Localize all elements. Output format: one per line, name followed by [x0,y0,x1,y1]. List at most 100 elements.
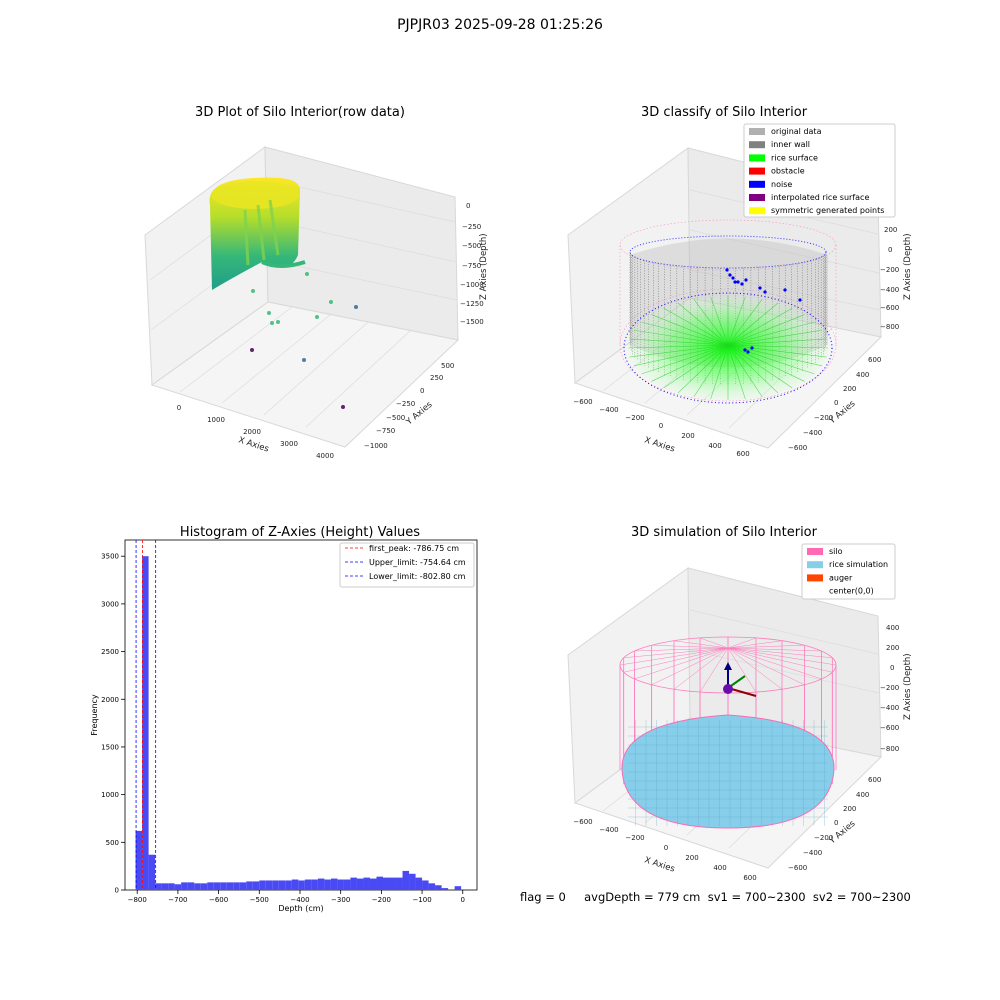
noise-point [743,348,747,352]
z-tick: −200 [880,266,899,274]
histogram-bar [233,882,240,890]
histogram-bar [317,878,325,890]
panel-simulation: 3D simulation of Silo Interior [567,525,913,882]
histogram-bar [148,854,156,890]
x-axis-label: X Axies [643,435,676,454]
legend-label: silo [829,547,843,556]
legend-entry: rice simulation [807,560,888,569]
panel-title: Histogram of Z-Axies (Height) Values [180,525,420,540]
noise-point [744,278,748,282]
legend-swatch [749,128,765,135]
histogram-bar [252,881,260,890]
y-tick: 200 [843,385,856,393]
legend-swatch [807,561,823,569]
x-tick-label: −200 [372,896,391,904]
y-tick-label: 500 [106,839,119,847]
legend-swatch [749,207,765,215]
z-tick: −250 [462,223,481,231]
y-tick: −400 [803,429,822,437]
scatter-point [302,358,306,362]
x-tick-label: 0 [461,896,465,904]
z-tick: −1500 [460,318,484,326]
floor-pane [150,301,460,448]
y-tick: −500 [386,414,405,422]
noise-point [758,286,762,290]
histogram-bar [155,883,162,890]
histogram-bar [135,830,143,890]
x-tick-label: −400 [290,896,309,904]
legend-entry: interpolated rice surface [749,193,869,202]
z-tick: −600 [880,304,899,312]
y-tick: −200 [814,834,833,842]
x-ticks: −800 −700 −600 −500 −400 −300 −200 −100 0 [128,890,465,904]
x-tick: 0 [664,844,668,852]
histogram-bar [174,884,182,890]
silo-wireframe [619,636,837,825]
y-tick: 200 [843,805,856,813]
silo-point-cloud [209,177,306,290]
histogram-bars [135,556,462,890]
noise-point [731,276,735,280]
z-tick: −1000 [460,281,484,289]
z-tick: −800 [880,323,899,331]
histogram-bar [239,882,247,890]
histogram-bar [363,877,370,890]
y-tick: 250 [430,374,443,382]
panel-title: 3D classify of Silo Interior [641,105,808,120]
z-tick: −400 [880,704,899,712]
y-tick: −250 [396,400,415,408]
legend-swatch [807,574,823,582]
z-axis-label: Z Axies (Depth) [903,653,913,720]
x-tick: 200 [681,432,694,440]
y-axis-label: Frequency [90,694,99,736]
x-tick: −400 [599,406,618,414]
panel-title: 3D simulation of Silo Interior [631,525,818,540]
scatter-point [341,405,345,409]
histogram-bar [298,880,305,890]
legend-label: auger [829,573,853,582]
panel-raw-scatter: 3D Plot of Silo Interior(row data) X Axi… [144,105,489,460]
histogram-bar [187,882,195,890]
z-tick: −400 [880,286,899,294]
x-tick: 200 [685,854,698,862]
histogram-bar [272,880,279,890]
histogram-bar [265,880,273,890]
scatter-point [267,311,271,315]
reference-lines [135,540,157,890]
z-tick: −200 [880,684,899,692]
histogram-bar [304,879,312,890]
legend-label: interpolated rice surface [771,193,869,202]
legend-label: first_peak: -786.75 cm [369,544,459,553]
z-tick: −1250 [460,300,484,308]
x-tick: 0 [177,404,181,412]
z-tick: 200 [884,226,897,234]
noise-point [725,268,729,272]
y-axis-label: Y Axies [827,818,858,846]
y-tick-label: 3500 [101,553,119,561]
x-axis-label: X Axies [237,435,270,454]
legend: first_peak: -786.75 cm Upper_limit: -754.… [339,542,475,588]
legend-entry: center(0,0) [807,587,874,596]
legend-entry: first_peak: -786.75 cm [345,544,459,553]
y-tick: 0 [420,387,424,395]
histogram-bar [337,879,344,890]
legend-entry: Upper_limit: -754.64 cm [345,558,466,567]
panel-histogram: Histogram of Z-Axies (Height) Values −80… [90,525,478,913]
histogram-bar [382,877,390,890]
histogram-bar [428,883,436,890]
histogram-bar [369,878,377,890]
x-tick: −200 [625,414,644,422]
histogram-bar [441,888,449,890]
legend: silo rice simulation auger center(0,0) [801,543,896,600]
x-tick: 400 [713,864,726,872]
legend-entry: symmetric generated points [749,206,884,215]
histogram-bar [343,879,351,890]
noise-point [746,350,750,354]
y-tick-label: 2000 [101,696,119,704]
legend-entry: auger [807,573,853,582]
scatter-point [329,300,333,304]
legend-entry: rice surface [749,153,818,162]
legend-swatch [807,587,823,595]
legend-swatch [749,167,765,175]
y-tick: −750 [376,427,395,435]
